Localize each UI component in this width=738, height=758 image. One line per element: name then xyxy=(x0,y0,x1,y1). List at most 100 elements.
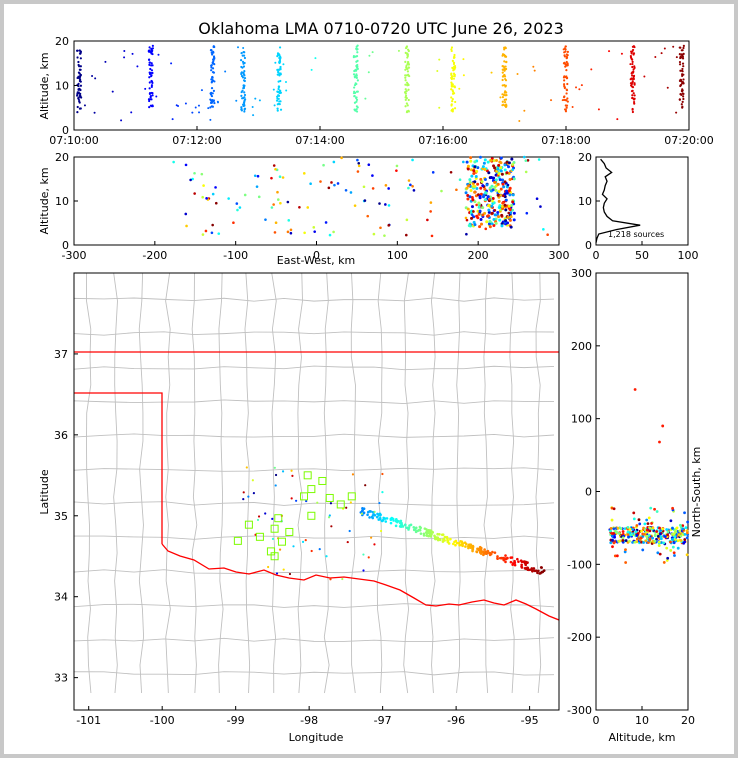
time-height-point xyxy=(356,44,359,47)
east-west-point xyxy=(473,223,477,227)
sensor-station-marker xyxy=(285,527,294,536)
plan-view-point xyxy=(273,466,276,469)
east-west-point xyxy=(512,177,516,181)
county-line xyxy=(113,273,118,694)
plan-view-point xyxy=(362,569,365,572)
north-south-tick-label: 0 xyxy=(585,486,592,499)
altitude-tick-label: 20 xyxy=(55,35,69,48)
north-south-point xyxy=(666,530,670,534)
north-south-point xyxy=(631,540,634,544)
time-height-point xyxy=(76,94,79,97)
east-west-panel: Altitude, km East-West, km -300 -200 -100 0… xyxy=(38,151,570,267)
time-height-point xyxy=(563,84,566,88)
east-west-point xyxy=(535,197,539,200)
east-west-point xyxy=(193,171,196,175)
time-height-point xyxy=(243,100,246,103)
time-height-point xyxy=(632,68,635,71)
time-height-point xyxy=(633,65,636,68)
plan-view-point xyxy=(290,497,293,500)
plan-view-point xyxy=(504,557,508,561)
plan-view-point xyxy=(407,528,410,531)
sensor-station-marker xyxy=(244,520,253,529)
time-height-point xyxy=(675,111,678,114)
time-height-point xyxy=(111,90,114,93)
east-west-point xyxy=(302,172,306,175)
sensor-station-marker xyxy=(300,492,309,501)
time-height-point xyxy=(353,69,356,73)
time-height-point xyxy=(681,100,684,103)
north-south-point xyxy=(662,541,666,545)
time-height-point xyxy=(277,70,280,73)
north-south-point xyxy=(635,534,639,537)
east-west-point xyxy=(506,215,510,219)
plan-view-point xyxy=(264,512,267,515)
plan-view-point xyxy=(522,560,525,563)
east-west-point xyxy=(500,204,504,208)
county-line xyxy=(74,331,555,336)
east-west-point xyxy=(469,159,473,163)
east-west-point xyxy=(483,198,487,202)
east-west-point xyxy=(279,201,282,205)
time-height-point xyxy=(597,108,600,111)
plan-view-point xyxy=(329,578,332,581)
plan-view-point xyxy=(399,519,403,523)
time-height-point xyxy=(120,119,123,122)
county-line xyxy=(376,273,383,694)
east-west-point xyxy=(466,167,470,171)
east-west-point xyxy=(395,169,398,172)
time-height-point xyxy=(368,54,371,57)
north-south-point xyxy=(648,529,652,533)
time-height-point xyxy=(209,118,212,121)
east-west-point xyxy=(494,221,498,225)
time-height-point xyxy=(438,58,441,61)
time-height-point xyxy=(452,61,456,64)
time-height-point xyxy=(631,85,635,89)
time-height-point xyxy=(197,104,200,107)
time-height-point xyxy=(406,53,409,56)
time-height-point xyxy=(371,51,374,54)
plan-view-point xyxy=(252,492,255,495)
time-height-point xyxy=(284,80,287,83)
time-height-point xyxy=(406,104,409,107)
plan-view-point xyxy=(458,543,461,547)
east-west-point xyxy=(274,167,277,171)
north-south-point xyxy=(686,520,690,524)
north-south-point xyxy=(655,510,659,513)
north-south-point xyxy=(621,530,625,533)
east-west-point xyxy=(510,203,514,207)
east-west-point xyxy=(189,178,192,182)
north-south-point xyxy=(684,526,688,530)
time-height-point xyxy=(355,90,359,93)
east-west-point xyxy=(525,211,529,215)
time-height-point xyxy=(630,82,633,86)
county-line xyxy=(456,273,461,694)
county-line xyxy=(535,273,542,694)
north-south-point xyxy=(666,533,669,537)
north-south-point xyxy=(649,506,653,510)
east-west-point xyxy=(537,158,541,161)
time-height-point xyxy=(632,45,635,48)
time-height-point xyxy=(533,69,536,72)
north-south-point xyxy=(624,561,628,564)
east-west-point xyxy=(185,224,188,228)
time-height-point xyxy=(237,46,240,49)
time-height-point xyxy=(404,76,407,79)
time-height-point xyxy=(561,99,564,102)
plan-view-point xyxy=(305,499,308,503)
east-west-point xyxy=(470,205,474,209)
north-south-point xyxy=(651,536,655,540)
east-west-point xyxy=(498,178,502,182)
time-height-point xyxy=(148,58,151,61)
east-west-point xyxy=(473,200,477,204)
time-height-point xyxy=(436,69,439,72)
east-west-point xyxy=(465,232,468,236)
east-west-ticks: -300 -200 -100 0 100 200 300 0 10 20 xyxy=(55,151,570,262)
east-west-point xyxy=(542,228,545,231)
plan-view-point xyxy=(301,540,305,543)
time-height-point xyxy=(277,53,281,56)
north-south-point xyxy=(610,518,614,522)
east-west-point xyxy=(204,229,208,233)
longitude-tick-label: -101 xyxy=(76,714,101,727)
east-west-point xyxy=(278,175,282,179)
time-height-point xyxy=(404,98,407,101)
